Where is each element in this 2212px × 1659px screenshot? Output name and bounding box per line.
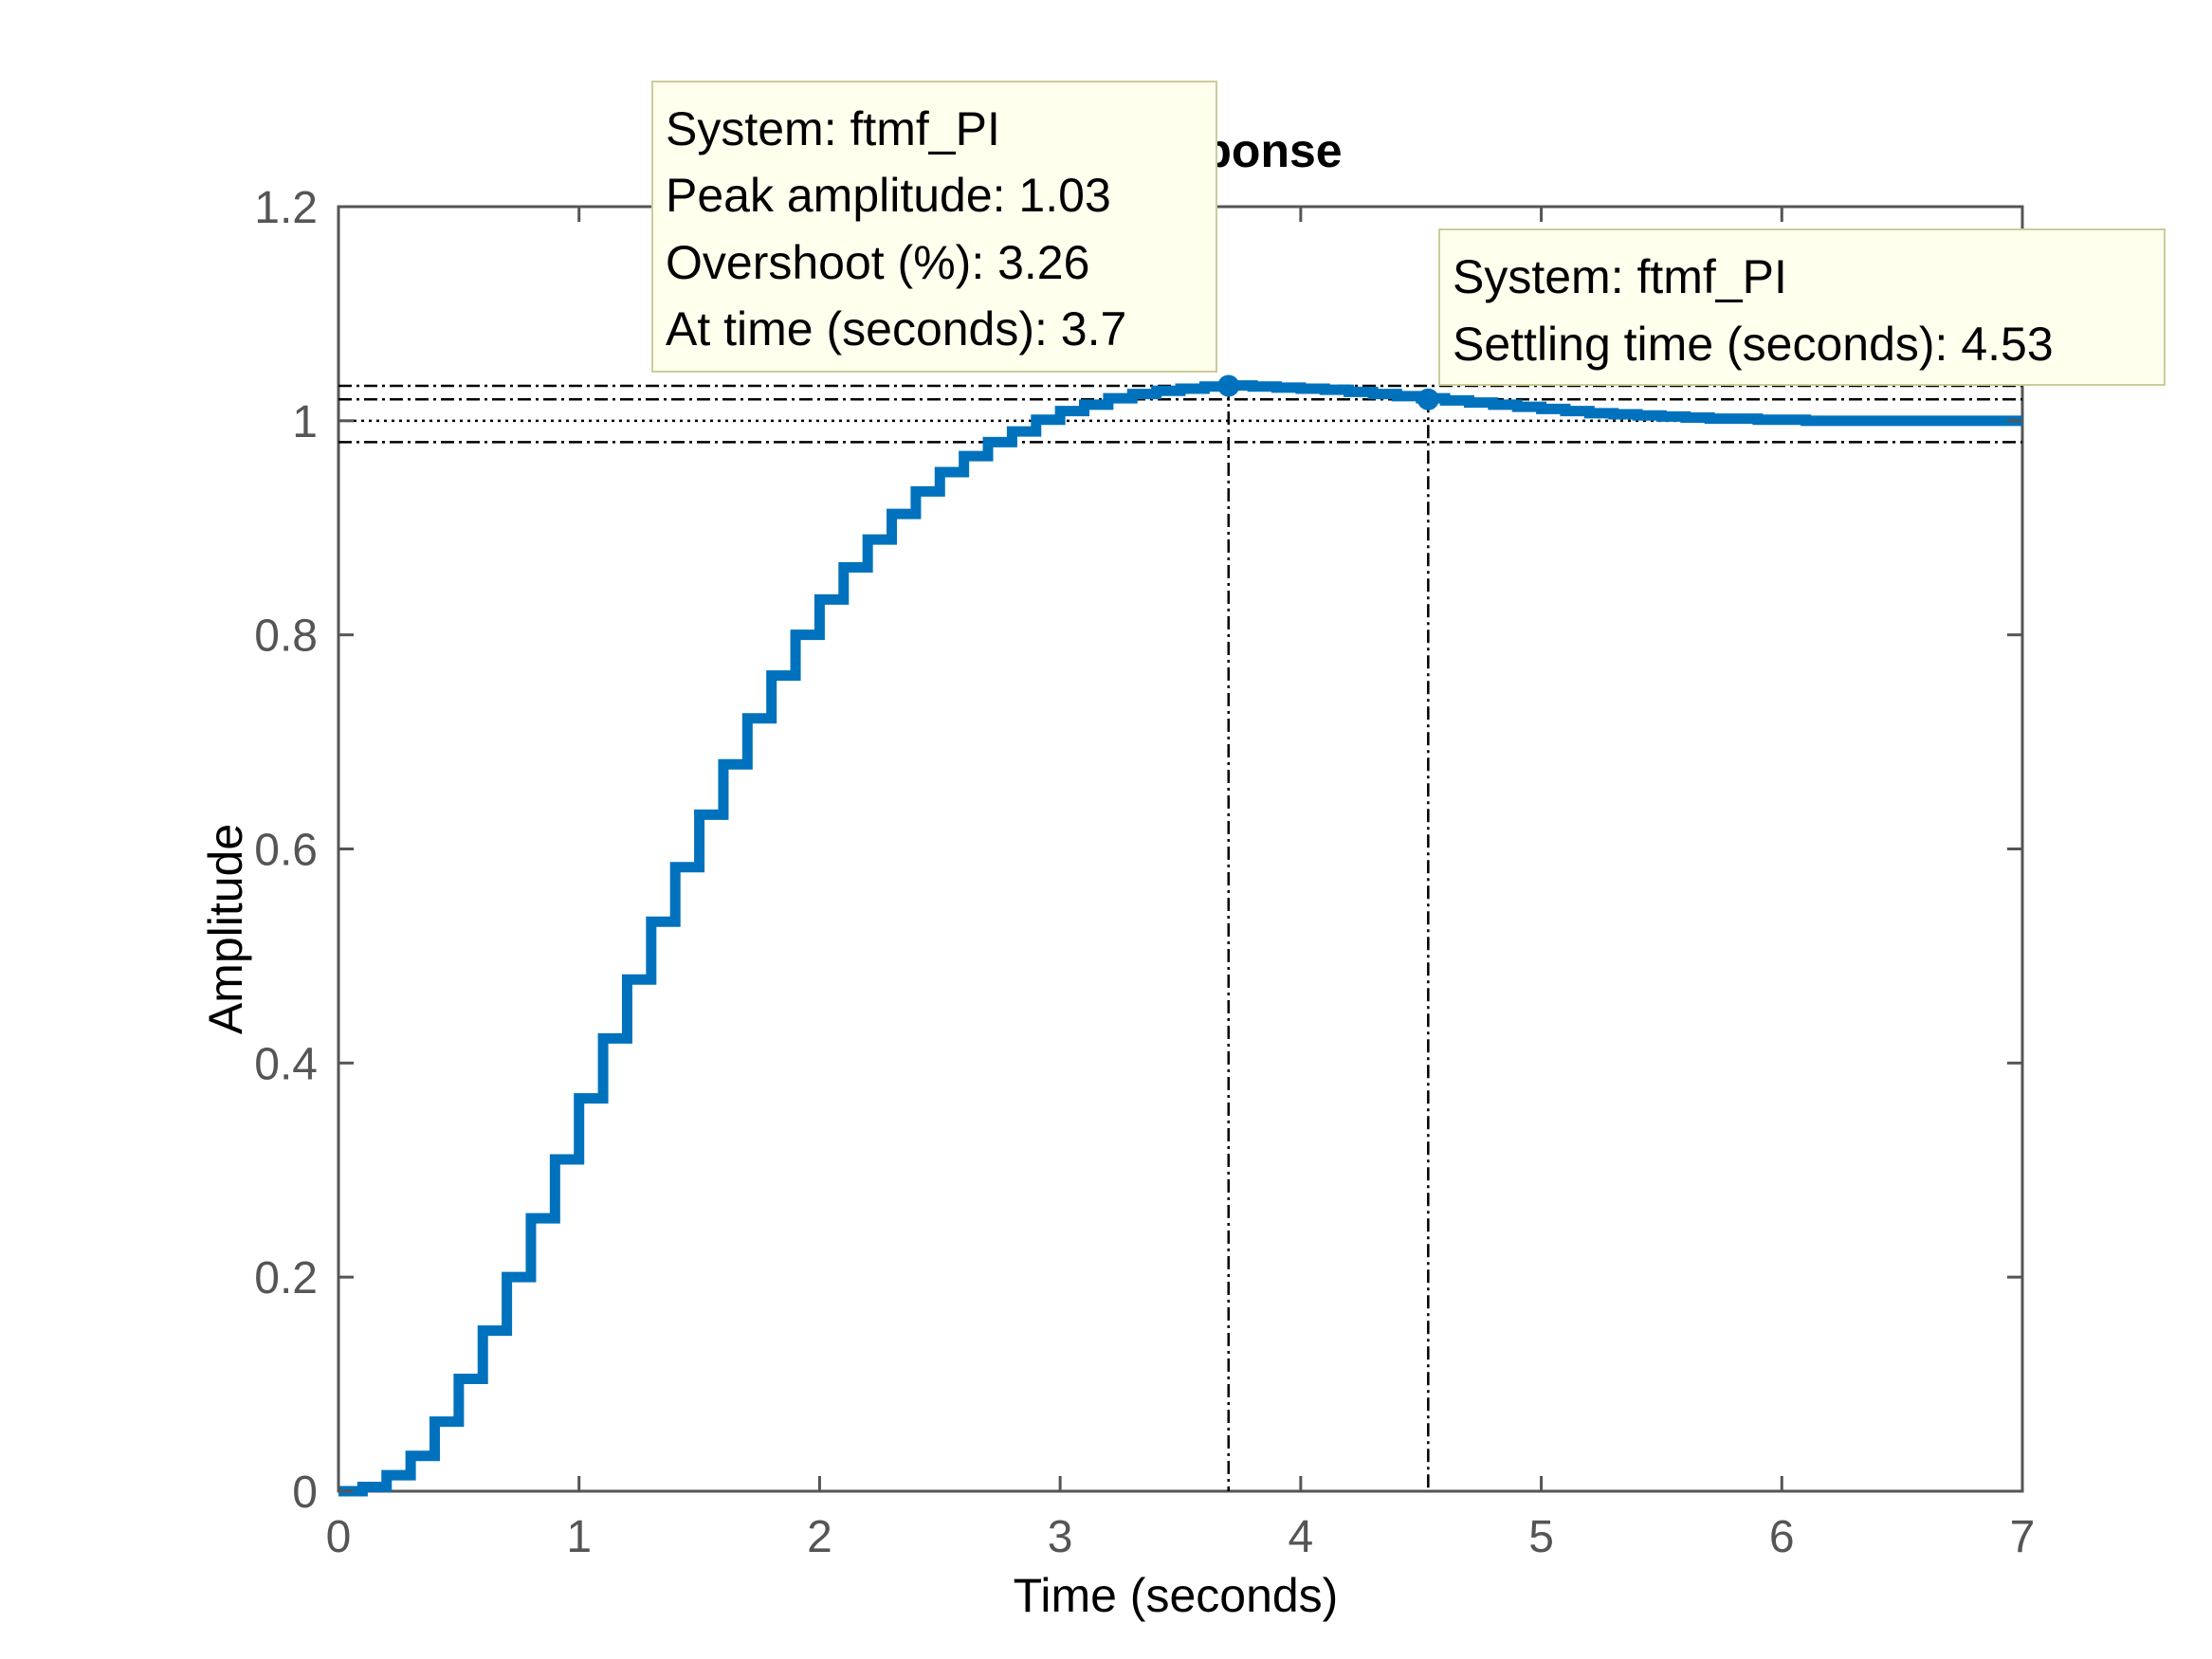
y-tick-label: 0.4 bbox=[254, 1039, 318, 1089]
x-tick-label: 6 bbox=[1769, 1512, 1795, 1562]
datatip-settling[interactable]: System: ftmf_PI Settling time (seconds):… bbox=[1438, 228, 2166, 386]
datatip-peak-line: System: ftmf_PI bbox=[666, 102, 1000, 155]
axes-box bbox=[337, 205, 2024, 1493]
x-tick-label: 1 bbox=[566, 1512, 592, 1562]
datatip-settling-line: System: ftmf_PI bbox=[1453, 250, 1787, 303]
datatip-peak-box bbox=[651, 81, 1217, 373]
x-tick-label: 0 bbox=[326, 1512, 352, 1562]
y-tick-label: 0.6 bbox=[254, 826, 318, 876]
y-tick-label: 0.8 bbox=[254, 611, 318, 662]
y-tick-label: 1.2 bbox=[254, 183, 318, 233]
y-tick-label: 0 bbox=[292, 1468, 318, 1518]
series-line-ftmf-pi bbox=[338, 380, 2022, 1497]
datatip-peak-line: Overshoot (%): 3.26 bbox=[666, 236, 1089, 289]
y-tick-label: 1 bbox=[292, 397, 318, 447]
plot-area: 0 1 2 3 4 5 6 7 0 0.2 0.4 0.6 0.8 1 1.2 bbox=[254, 183, 2035, 1562]
datatip-peak-line: Peak amplitude: 1.03 bbox=[666, 169, 1111, 222]
datatip-settling-line: Settling time (seconds): 4.53 bbox=[1453, 318, 2054, 371]
x-tick-label: 2 bbox=[807, 1512, 832, 1562]
x-tick-label: 7 bbox=[2010, 1512, 2036, 1562]
x-axis-label: Time (seconds) bbox=[1014, 1569, 1339, 1622]
datatip-markers bbox=[1217, 374, 1439, 410]
y-tick-label: 0.2 bbox=[254, 1253, 318, 1304]
y-axis-label: Amplitude bbox=[199, 824, 252, 1034]
datatip-marker bbox=[1217, 374, 1240, 397]
datatip-peak[interactable]: System: ftmf_PI Peak amplitude: 1.03 Ove… bbox=[651, 81, 1217, 373]
axis-ticks: 0 1 2 3 4 5 6 7 0 0.2 0.4 0.6 0.8 1 1.2 bbox=[254, 183, 2035, 1562]
datatip-marker bbox=[1417, 388, 1439, 410]
datatip-peak-line: At time (seconds): 3.7 bbox=[666, 302, 1126, 356]
x-tick-label: 5 bbox=[1528, 1512, 1554, 1562]
x-tick-label: 3 bbox=[1048, 1512, 1073, 1562]
x-tick-label: 4 bbox=[1289, 1512, 1314, 1562]
datatip-settling-box bbox=[1438, 228, 2166, 386]
